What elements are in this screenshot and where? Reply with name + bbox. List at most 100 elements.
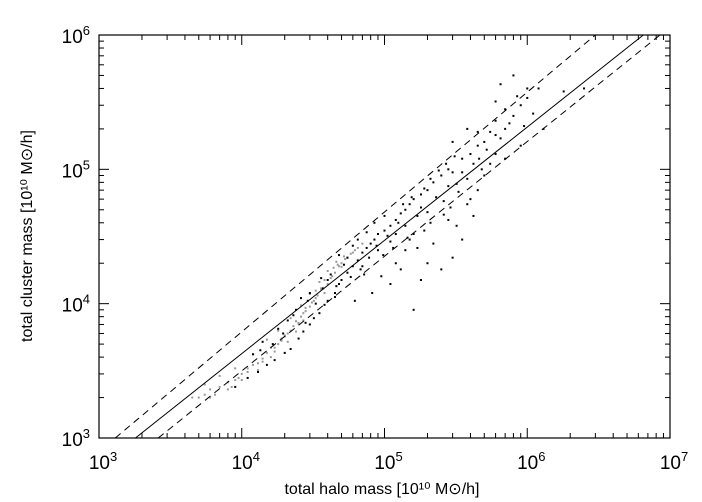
data-point-gray <box>226 388 229 391</box>
data-point-black <box>382 254 385 257</box>
data-point-black <box>404 249 407 252</box>
data-point-gray <box>320 288 323 291</box>
data-point-black <box>494 119 497 122</box>
data-point-gray <box>299 315 302 318</box>
data-point-black <box>261 340 264 343</box>
data-point-black <box>451 256 454 259</box>
data-point-black <box>312 317 315 320</box>
data-point-black <box>445 162 448 165</box>
data-point-black <box>368 256 371 259</box>
data-point-gray <box>257 362 260 365</box>
data-point-gray <box>234 367 237 370</box>
data-point-black <box>504 127 507 130</box>
data-point-black <box>323 303 326 306</box>
data-point-black <box>383 229 386 232</box>
data-point-black <box>277 327 280 330</box>
data-point-black <box>375 244 378 247</box>
data-point-black <box>435 196 438 199</box>
data-point-black <box>461 171 464 174</box>
data-point-black <box>455 224 458 227</box>
data-point-black <box>412 233 415 236</box>
data-point-gray <box>209 388 212 391</box>
data-point-black <box>259 349 262 352</box>
data-point-gray <box>218 374 221 377</box>
axis-ticks <box>98 35 670 439</box>
data-point-black <box>419 279 422 282</box>
data-point-black <box>333 296 336 299</box>
data-point-black <box>371 292 374 295</box>
data-point-black <box>353 299 356 302</box>
reference-lines <box>114 35 661 438</box>
data-point-black <box>472 162 475 165</box>
data-point-gray <box>323 292 326 295</box>
data-point-black <box>365 231 368 234</box>
y-tick-labels: 103 104 105 106 <box>62 23 90 451</box>
data-point-black <box>271 343 274 346</box>
data-point-black <box>512 74 515 77</box>
data-point-black <box>365 246 368 249</box>
data-point-black <box>504 108 507 111</box>
data-point-black <box>447 168 450 171</box>
data-point-black <box>419 206 422 209</box>
data-point-black <box>519 104 522 107</box>
x-tick-label: 107 <box>660 449 688 474</box>
data-point-gray <box>323 279 326 282</box>
x-tick-labels: 103 104 105 106 107 <box>89 449 688 474</box>
data-point-gray <box>292 325 295 328</box>
data-point-gray <box>261 357 264 360</box>
data-point-black <box>346 256 349 259</box>
data-point-gray <box>240 372 243 375</box>
data-point-black <box>380 275 383 278</box>
data-point-gray <box>349 252 352 255</box>
data-point-gray <box>340 265 343 268</box>
data-point-gray <box>312 299 315 302</box>
data-point-black <box>389 240 392 243</box>
data-point-black <box>532 112 535 115</box>
data-point-black <box>423 229 426 232</box>
data-point-black <box>437 169 440 172</box>
data-point-black <box>469 153 472 156</box>
data-point-black <box>361 251 364 254</box>
data-point-gray <box>340 262 343 265</box>
data-point-gray <box>280 339 283 342</box>
data-point-black <box>246 376 249 379</box>
x-axis-title: total halo mass [10¹⁰ M⊙/h] <box>284 481 479 498</box>
data-point-black <box>399 268 402 271</box>
data-point-black <box>297 337 300 340</box>
data-point-black <box>329 273 332 276</box>
data-point-black <box>392 246 395 249</box>
x-tick-label: 104 <box>232 449 260 474</box>
data-point-black <box>292 314 295 317</box>
data-point-black <box>389 283 392 286</box>
data-point-black <box>526 96 529 99</box>
data-point-black <box>399 212 402 215</box>
data-point-gray <box>337 265 340 268</box>
data-point-black <box>351 265 354 268</box>
data-point-black <box>320 277 323 280</box>
data-point-gray <box>214 393 217 396</box>
data-point-black <box>476 189 479 192</box>
data-point-black <box>476 144 479 147</box>
data-point-gray <box>289 317 292 320</box>
data-point-gray <box>283 334 286 337</box>
data-point-black <box>410 196 413 199</box>
data-point-gray <box>326 283 329 286</box>
y-tick-label: 105 <box>62 157 90 182</box>
data-point-gray <box>209 396 212 399</box>
data-point-gray <box>273 346 276 349</box>
data-point-gray <box>299 304 302 307</box>
data-point-black <box>359 268 362 271</box>
solid-line <box>135 35 644 438</box>
data-point-gray <box>246 370 249 373</box>
data-point-black <box>304 321 307 324</box>
data-point-black <box>466 203 469 206</box>
data-point-black <box>397 221 400 224</box>
data-point-gray <box>246 367 249 370</box>
data-point-black <box>472 214 475 217</box>
data-point-black <box>340 279 343 282</box>
data-point-black <box>412 308 415 311</box>
data-point-black <box>419 193 422 196</box>
data-point-gray <box>273 350 276 353</box>
data-point-black <box>257 370 260 373</box>
